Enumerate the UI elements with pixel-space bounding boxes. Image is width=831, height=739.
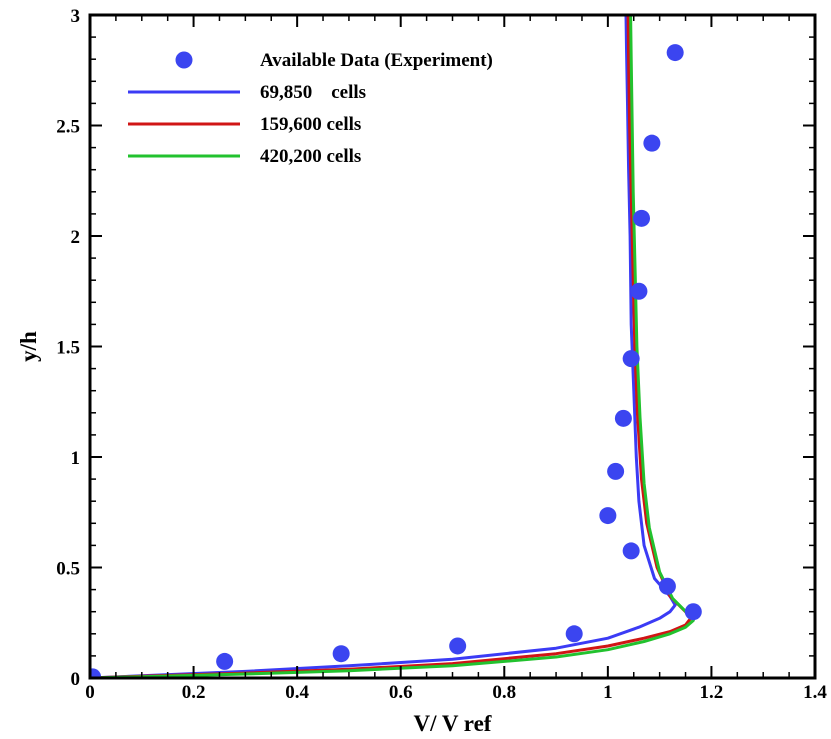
plot-area — [90, 15, 702, 678]
data-point — [658, 577, 676, 595]
legend: Available Data (Experiment) 69,850 cells 1… — [128, 50, 493, 167]
data-point — [666, 44, 684, 62]
x-tick-label: 0 — [85, 682, 95, 703]
y-tick-label: 0 — [71, 669, 81, 690]
y-axis-title: y/h — [16, 331, 41, 362]
data-point — [622, 350, 640, 368]
y-tick-label: 3 — [71, 6, 81, 27]
data-point — [449, 637, 467, 655]
data-point — [565, 625, 583, 643]
data-point — [216, 652, 234, 670]
legend-marker — [175, 51, 193, 69]
data-point — [684, 603, 702, 621]
data-point — [90, 668, 102, 678]
legend-label: 69,850 cells — [260, 82, 366, 103]
data-point — [332, 645, 350, 663]
y-tick-label: 0.5 — [56, 559, 80, 580]
legend-label: 420,200 cells — [260, 146, 361, 167]
x-tick-label: 1.2 — [700, 682, 724, 703]
data-point — [614, 409, 632, 427]
x-tick-label: 1 — [603, 682, 613, 703]
data-point — [607, 462, 625, 480]
legend-label: 159,600 cells — [260, 114, 361, 135]
plot-frame — [88, 13, 817, 680]
data-point — [643, 134, 661, 152]
series-line-1 — [90, 15, 677, 678]
data-point — [599, 507, 617, 525]
data-point — [622, 542, 640, 560]
axes: 0 0.2 0.4 0.6 0.8 1 1.2 1.4 0 0.5 1 1.5 2 2.5 3 — [56, 6, 827, 703]
legend-label: Available Data (Experiment) — [260, 50, 493, 71]
x-tick-label: 0.8 — [492, 682, 516, 703]
series-line-3 — [90, 15, 695, 678]
y-tick-label: 2 — [71, 227, 81, 248]
y-tick-label: 1 — [71, 448, 81, 469]
data-point — [633, 209, 651, 227]
x-axis-title: V/ V ref — [414, 711, 492, 736]
x-tick-label: 0.6 — [389, 682, 413, 703]
y-tick-label: 2.5 — [56, 117, 80, 138]
data-point — [630, 282, 648, 300]
y-tick-label: 1.5 — [56, 338, 80, 359]
x-tick-label: 0.2 — [182, 682, 206, 703]
x-tick-label: 0.4 — [285, 682, 309, 703]
series-line-2 — [90, 15, 693, 678]
x-tick-label: 1.4 — [803, 682, 827, 703]
